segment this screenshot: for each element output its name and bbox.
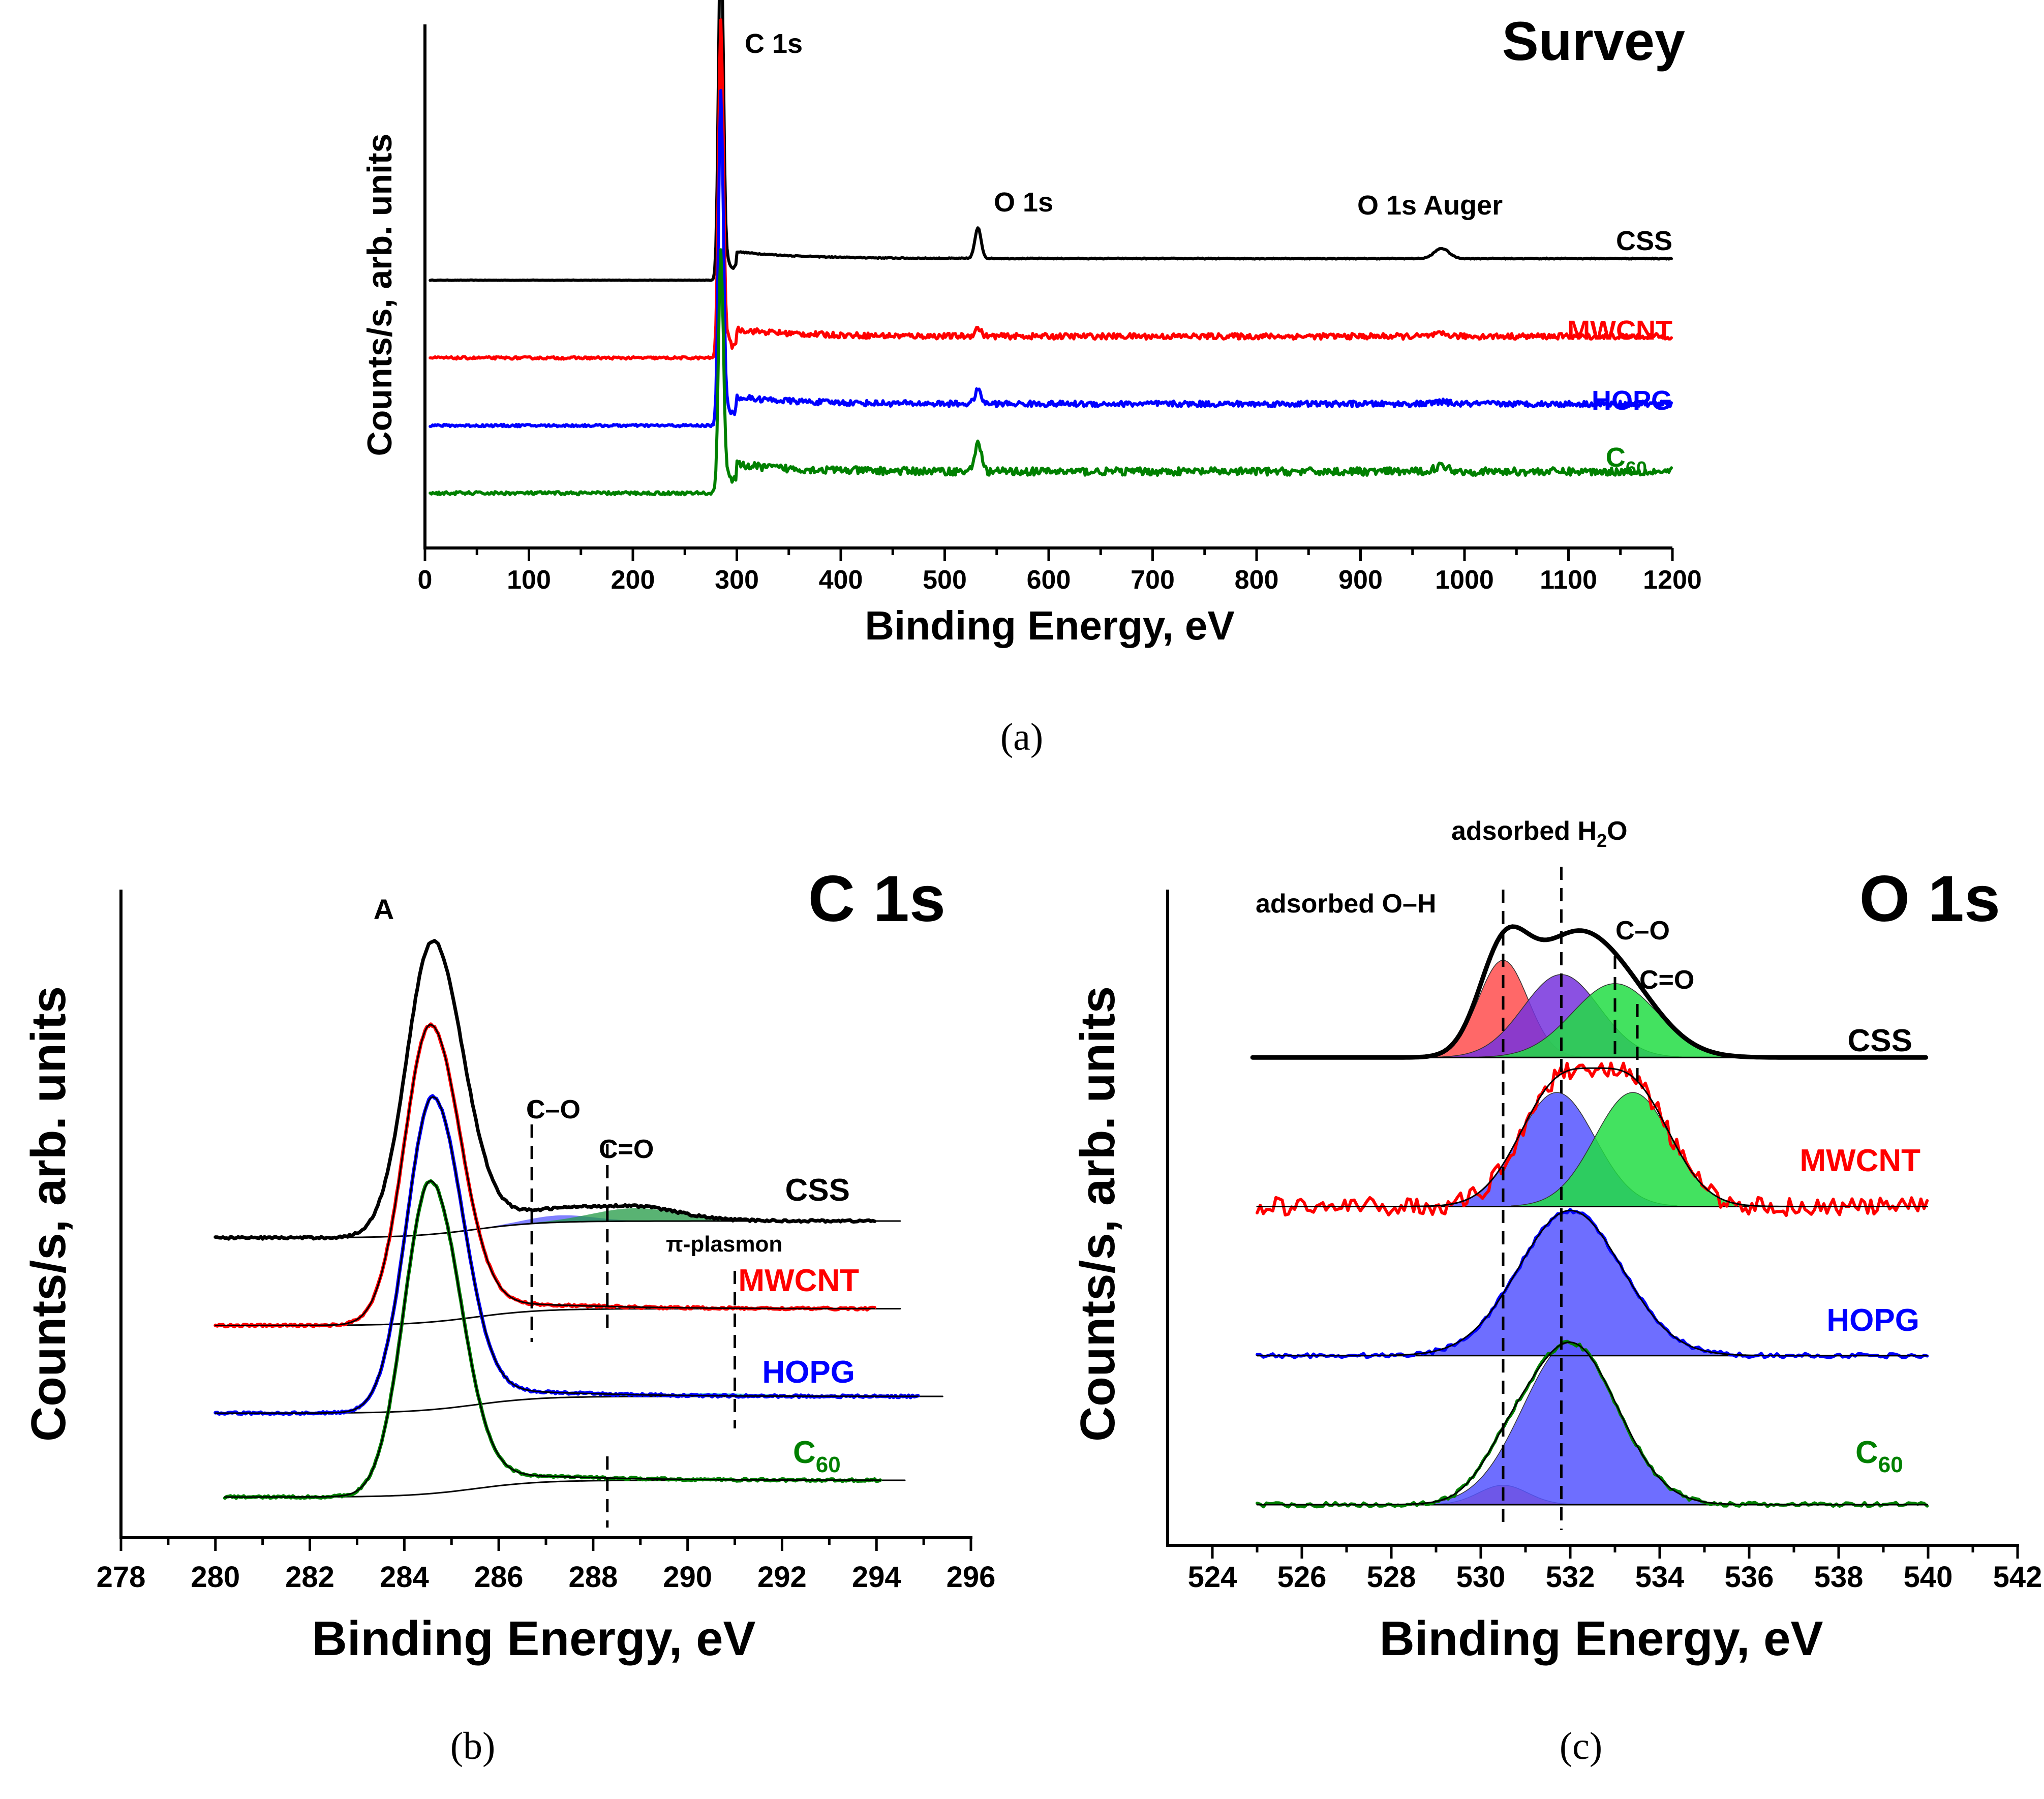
c1s-background-c60 bbox=[224, 1479, 906, 1498]
c1s-legend-c60: C60 bbox=[793, 1435, 841, 1477]
c1s-x-label: Binding Energy, eV bbox=[312, 1611, 756, 1666]
c1s-tick-label: 292 bbox=[757, 1561, 807, 1594]
c1s-plasmon-label: π-plasmon bbox=[666, 1232, 782, 1257]
survey-title: Survey bbox=[1502, 10, 1685, 72]
o1s-tick-label: 536 bbox=[1725, 1561, 1774, 1594]
survey-trace-c60 bbox=[429, 248, 1673, 497]
survey-x-label: Binding Energy, eV bbox=[865, 603, 1235, 648]
survey-tick-label: 800 bbox=[1235, 565, 1279, 595]
c1s-y-label: Counts/s, arb. units bbox=[21, 986, 76, 1442]
o1s-legend-css: CSS bbox=[1848, 1023, 1912, 1058]
survey-trace-css bbox=[429, 0, 1673, 282]
o1s-tick-label: 542 bbox=[1993, 1561, 2042, 1594]
survey-tick-label: 300 bbox=[715, 565, 759, 595]
c1s-fit-c60 bbox=[224, 1180, 881, 1498]
caption-b: (b) bbox=[450, 1725, 496, 1767]
c1s-legend-hopg: HOPG bbox=[762, 1355, 855, 1390]
c1s-trace-css bbox=[213, 939, 876, 1241]
c1s-tick-label: 288 bbox=[568, 1561, 618, 1594]
o1s-tick-label: 528 bbox=[1367, 1561, 1416, 1594]
o1s-tick-label: 534 bbox=[1635, 1561, 1685, 1594]
o1s-tick-label: 524 bbox=[1188, 1561, 1237, 1594]
o1s-tick-label: 530 bbox=[1456, 1561, 1506, 1594]
c1s-title: C 1s bbox=[808, 863, 945, 935]
survey-tick-label: 600 bbox=[1027, 565, 1071, 595]
survey-c1s-annotation: C 1s bbox=[745, 28, 803, 59]
c1s-legend-mwcnt: MWCNT bbox=[738, 1263, 859, 1298]
survey-tick-label: 200 bbox=[611, 565, 655, 595]
o1s-ceqo-label: C=O bbox=[1639, 965, 1694, 995]
survey-legend-c60: C60 bbox=[1606, 442, 1647, 479]
survey-tick-label: 500 bbox=[923, 565, 967, 595]
c1s-legend-css: CSS bbox=[785, 1173, 850, 1208]
o1s-fit-mwcnt bbox=[1256, 1067, 1928, 1207]
o1s-y-label: Counts/s, arb. units bbox=[1071, 986, 1125, 1442]
c1s-tick-label: 290 bbox=[663, 1561, 712, 1594]
c1s-tick-label: 294 bbox=[852, 1561, 901, 1594]
c1s-background-css bbox=[215, 1220, 901, 1239]
survey-legend-mwcnt: MWCNT bbox=[1567, 315, 1672, 346]
o1s-hopg-component-0 bbox=[1405, 1210, 1735, 1356]
o1s-panel: 524 526 528 530 532 534 536 538 540 542 Binding E… bbox=[1071, 816, 2042, 1767]
o1s-c60-component-1 bbox=[1419, 1342, 1722, 1505]
survey-auger-annotation: O 1s Auger bbox=[1357, 190, 1503, 221]
o1s-tick-label: 538 bbox=[1814, 1561, 1864, 1594]
c1s-tick-label: 296 bbox=[947, 1561, 996, 1594]
o1s-tick-label: 532 bbox=[1546, 1561, 1595, 1594]
survey-tick-label: 1200 bbox=[1643, 565, 1702, 595]
o1s-co-label: C–O bbox=[1615, 916, 1670, 946]
c1s-css-component-1 bbox=[508, 1208, 764, 1226]
survey-trace-mwcnt bbox=[429, 18, 1673, 361]
survey-legend-hopg: HOPG bbox=[1592, 385, 1672, 416]
survey-panel: 0 100 200 300 400 500 600 700 800 900 1000 1100 1200… bbox=[360, 0, 1702, 758]
c1s-tick-label: 286 bbox=[474, 1561, 524, 1594]
o1s-h2o-label: adsorbed H2O bbox=[1451, 816, 1628, 851]
o1s-tick-label: 526 bbox=[1277, 1561, 1327, 1594]
c1s-background-mwcnt bbox=[215, 1308, 901, 1326]
c1s-panel: 278 280 282 284 286 288 290 292 294 296 Binding E… bbox=[21, 863, 995, 1767]
caption-c: (c) bbox=[1560, 1725, 1602, 1767]
o1s-title: O 1s bbox=[1859, 863, 2001, 935]
survey-tick-label: 700 bbox=[1131, 565, 1175, 595]
survey-legend-css: CSS bbox=[1616, 226, 1672, 256]
c1s-ceqo-label: C=O bbox=[599, 1135, 654, 1164]
survey-tick-label: 100 bbox=[507, 565, 551, 595]
survey-tick-label: 1100 bbox=[1540, 565, 1597, 595]
o1s-legend-mwcnt: MWCNT bbox=[1799, 1143, 1920, 1178]
c1s-tick-label: 278 bbox=[97, 1561, 146, 1594]
survey-tick-label: 0 bbox=[418, 565, 433, 595]
c1s-peak-a-label: A bbox=[374, 893, 394, 925]
o1s-legend-hopg: HOPG bbox=[1826, 1303, 1919, 1338]
c1s-tick-label: 284 bbox=[380, 1561, 429, 1594]
o1s-tick-label: 540 bbox=[1904, 1561, 1953, 1594]
survey-o1s-annotation: O 1s bbox=[994, 187, 1053, 218]
o1s-fit-css bbox=[1252, 926, 1927, 1058]
survey-tick-label: 1000 bbox=[1435, 565, 1494, 595]
survey-trace-hopg bbox=[429, 89, 1673, 429]
c1s-fit-mwcnt bbox=[215, 1024, 875, 1326]
o1s-x-label: Binding Energy, eV bbox=[1380, 1611, 1823, 1666]
c1s-background-hopg bbox=[215, 1395, 943, 1414]
c1s-tick-label: 280 bbox=[191, 1561, 240, 1594]
c1s-trace-c60 bbox=[223, 1179, 882, 1500]
c1s-fit-css bbox=[215, 939, 875, 1239]
o1s-oh-label: adsorbed O–H bbox=[1256, 889, 1436, 919]
o1s-legend-c60: C60 bbox=[1855, 1435, 1903, 1477]
survey-tick-label: 400 bbox=[819, 565, 863, 595]
c1s-tick-label: 282 bbox=[285, 1561, 334, 1594]
o1s-fit-c60 bbox=[1256, 1341, 1928, 1506]
survey-tick-label: 900 bbox=[1338, 565, 1383, 595]
c1s-fit-hopg bbox=[215, 1096, 919, 1414]
o1s-fit-hopg bbox=[1256, 1209, 1928, 1357]
c1s-co-label: C–O bbox=[526, 1095, 581, 1124]
caption-a: (a) bbox=[1000, 716, 1043, 758]
survey-y-label: Counts/s, arb. units bbox=[360, 134, 399, 456]
